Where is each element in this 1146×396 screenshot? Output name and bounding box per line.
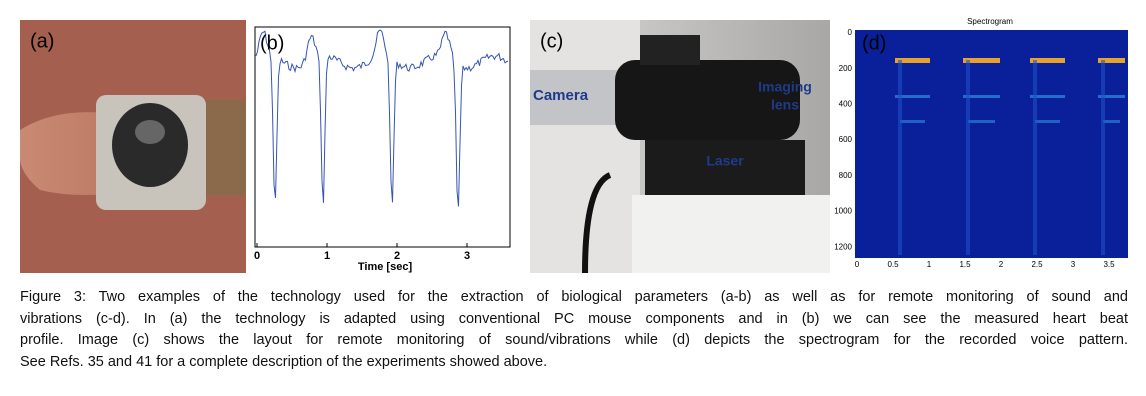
harmonic bbox=[963, 95, 1000, 98]
harmonic bbox=[968, 120, 995, 123]
caption-line: vibrations (c-d). In (a) the technology … bbox=[20, 310, 1128, 327]
annotation: Camera bbox=[533, 87, 589, 104]
panel-label: (a) bbox=[30, 30, 54, 52]
annotation: lens bbox=[771, 97, 799, 113]
x-tick-label: 1.5 bbox=[959, 260, 971, 269]
x-tick-label: 1 bbox=[324, 250, 330, 262]
x-tick-label: 2 bbox=[999, 260, 1004, 269]
formant bbox=[895, 58, 930, 63]
harmonic bbox=[1098, 95, 1125, 98]
caption-line: See Refs. 35 and 41 for a complete descr… bbox=[20, 353, 548, 370]
x-tick-label: 0 bbox=[254, 250, 260, 262]
harmonic bbox=[1030, 95, 1065, 98]
heartbeat-trace bbox=[255, 29, 509, 207]
y-tick-label: 200 bbox=[839, 64, 853, 73]
x-tick-label: 3.5 bbox=[1103, 260, 1115, 269]
spectrogram bbox=[855, 30, 1128, 258]
panel-label: (c) bbox=[540, 30, 563, 52]
caption-line: Figure 3: Two examples of the technology… bbox=[20, 289, 1128, 305]
annotation: Laser bbox=[706, 153, 744, 169]
annotation: Imaging bbox=[758, 79, 812, 95]
caption-line: profile. Image (c) shows the layout for … bbox=[20, 332, 1128, 348]
harmonic bbox=[1035, 120, 1060, 123]
plot-title: Spectrogram bbox=[967, 17, 1013, 26]
x-tick-label: 3 bbox=[1071, 260, 1076, 269]
photo-a bbox=[20, 20, 246, 273]
harmonic bbox=[1103, 120, 1120, 123]
x-tick-label: 1 bbox=[927, 260, 932, 269]
y-tick-label: 800 bbox=[839, 171, 853, 180]
band bbox=[1033, 60, 1037, 255]
x-tick-label: 3 bbox=[464, 250, 470, 262]
y-tick-label: 0 bbox=[848, 28, 853, 37]
formant bbox=[1098, 58, 1125, 63]
x-tick-label: 0.5 bbox=[887, 260, 899, 269]
formant bbox=[1030, 58, 1065, 63]
band bbox=[898, 60, 902, 255]
panel-label: (b) bbox=[260, 32, 284, 54]
caption: Figure 3: Two examples of the technology… bbox=[20, 287, 1128, 373]
photo-c bbox=[530, 20, 830, 274]
band bbox=[1101, 60, 1105, 255]
y-tick-label: 1000 bbox=[834, 207, 852, 216]
plot-b bbox=[248, 22, 510, 273]
figure: (a) (b) Time [sec] (c) Camera Imaging le… bbox=[20, 17, 1128, 274]
formant bbox=[963, 58, 1000, 63]
axis-label: Time [sec] bbox=[358, 261, 413, 273]
plot-frame bbox=[254, 26, 511, 248]
y-tick-label: 600 bbox=[839, 135, 853, 144]
harmonic bbox=[900, 120, 925, 123]
x-tick-label: 0 bbox=[855, 260, 860, 269]
spectrogram-features bbox=[895, 58, 1125, 255]
panel-label: (d) bbox=[862, 32, 886, 54]
band bbox=[966, 60, 970, 255]
harmonic bbox=[895, 95, 930, 98]
x-tick-label: 2 bbox=[394, 250, 400, 262]
x-tick-label: 2.5 bbox=[1031, 260, 1043, 269]
y-tick-label: 1200 bbox=[834, 242, 852, 251]
y-tick-label: 400 bbox=[839, 100, 853, 109]
